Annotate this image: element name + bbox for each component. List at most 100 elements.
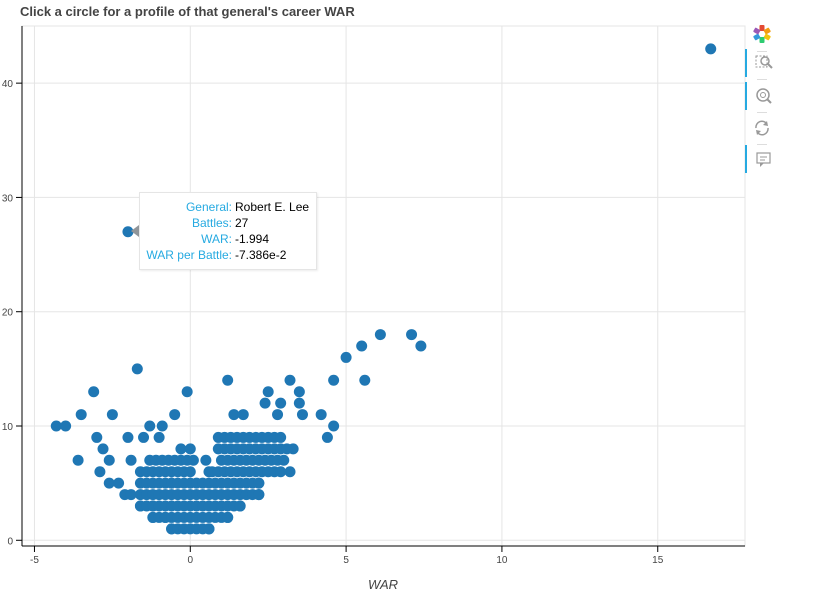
x-tick-label: 0 [188,555,194,566]
data-point[interactable] [156,420,168,432]
tooltip-war-per-battle-label: WAR per Battle: [146,248,232,262]
tooltip-battles-label: Battles: [191,216,232,230]
data-point[interactable] [122,431,134,443]
data-point[interactable] [222,374,234,386]
data-point[interactable] [359,374,371,386]
y-tick-label: 0 [7,536,13,547]
box-zoom-button[interactable] [745,49,779,77]
tooltip-battles-value: 27 [235,216,249,230]
bokeh-logo-button[interactable] [745,20,777,48]
box-zoom-icon [755,55,773,69]
plot-frame [21,25,746,547]
y-tick-label: 20 [2,308,14,319]
y-tick-label: 10 [2,422,14,433]
data-point[interactable] [340,351,352,363]
data-point[interactable] [125,489,137,501]
data-point[interactable] [184,443,196,455]
data-point[interactable] [328,374,340,386]
data-point[interactable] [181,386,193,398]
x-tick-label: 5 [343,555,349,566]
x-tick-label: -5 [30,555,39,566]
data-point[interactable] [184,466,196,478]
wheel-zoom-button[interactable] [745,82,779,110]
data-point[interactable] [293,397,305,409]
tooltip-war-label: WAR: [201,232,232,246]
data-point[interactable] [275,431,287,443]
data-point[interactable] [281,443,293,455]
data-point[interactable] [72,454,84,466]
data-point[interactable] [275,466,287,478]
data-point[interactable] [187,454,199,466]
data-point[interactable] [131,363,143,375]
data-point[interactable] [259,397,271,409]
data-point[interactable] [406,329,418,341]
toolbar-divider [757,112,767,113]
data-point[interactable] [106,409,118,421]
data-point[interactable] [60,420,72,432]
x-tick-label: 10 [496,555,508,566]
data-point[interactable] [169,409,181,421]
data-point[interactable] [278,454,290,466]
data-point[interactable] [88,386,100,398]
data-point[interactable] [234,500,246,512]
data-point[interactable] [237,409,249,421]
data-point[interactable] [153,431,165,443]
data-point[interactable] [296,409,308,421]
data-point[interactable] [138,431,150,443]
axis-ticks: -5 0 5 10 15 0 10 20 30 40 [2,79,664,566]
tooltip-row-war-per-battle: WAR per Battle: -7.386e-2 [140,248,316,264]
data-point[interactable] [97,443,109,455]
tooltip-general-label: General: [185,200,232,214]
data-point[interactable] [284,374,296,386]
data-point[interactable] [222,511,234,523]
x-axis-label: WAR [368,577,398,592]
data-point[interactable] [321,431,333,443]
data-point[interactable] [125,454,137,466]
data-point[interactable] [144,420,156,432]
data-point[interactable] [262,386,274,398]
grid-lines [22,26,745,546]
data-point[interactable] [200,454,212,466]
data-point[interactable] [356,340,368,352]
data-point[interactable] [272,409,284,421]
x-tick-label: 15 [652,555,664,566]
toolbar-divider [757,79,767,80]
data-point[interactable] [253,489,265,501]
data-point[interactable] [94,466,106,478]
tooltip-row-battles: Battles: 27 [140,216,316,232]
tooltip-general-value: Robert E. Lee [235,200,310,214]
y-tick-label: 30 [2,193,14,204]
tooltip-row-war: WAR: -1.994 [140,232,316,248]
toolbar-divider [757,51,767,52]
data-point[interactable] [103,477,115,489]
tooltip-war-value: -1.994 [235,232,270,246]
data-point[interactable] [203,523,215,535]
tooltip-row-general: General: Robert E. Lee [140,200,316,216]
reset-button[interactable] [745,114,777,142]
data-point[interactable] [315,409,327,421]
data-point[interactable] [75,409,87,421]
chart-title: Click a circle for a profile of that gen… [20,4,355,19]
data-point[interactable] [415,340,427,352]
data-point[interactable] [328,420,340,432]
data-point[interactable] [113,477,125,489]
data-point[interactable] [253,477,265,489]
reset-icon [755,120,769,136]
data-points[interactable] [50,43,717,535]
data-point[interactable] [275,397,287,409]
data-point[interactable] [50,420,62,432]
data-point[interactable] [228,409,240,421]
data-point[interactable] [91,431,103,443]
data-point[interactable] [103,454,115,466]
wheel-zoom-icon [756,88,772,104]
data-point[interactable] [175,443,187,455]
data-point[interactable] [122,226,134,238]
hover-icon [756,152,771,167]
data-point[interactable] [293,386,305,398]
bokeh-logo-icon [753,25,771,43]
data-point[interactable] [374,329,386,341]
hover-button[interactable] [745,145,779,173]
data-point[interactable] [705,43,717,55]
data-point[interactable] [284,466,296,478]
